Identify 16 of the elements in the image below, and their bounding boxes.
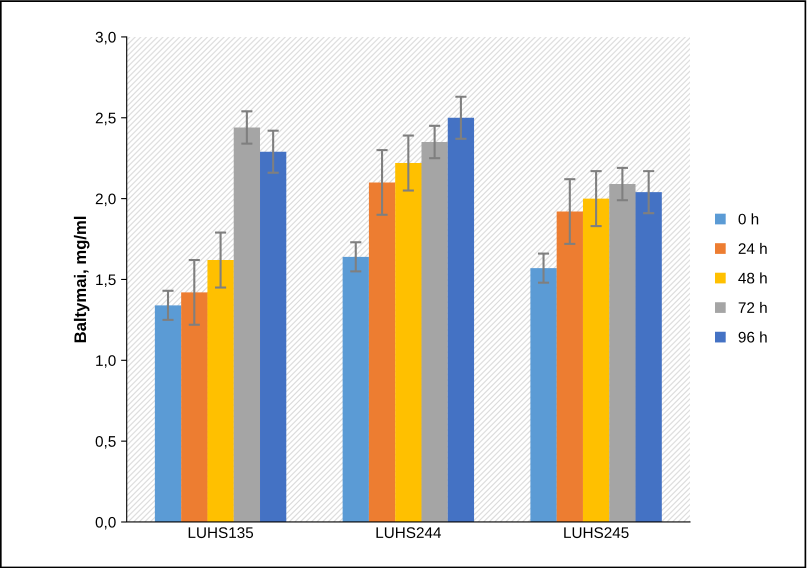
y-tick-label: 0,5	[96, 436, 116, 449]
y-tick-label: 2,0	[96, 193, 116, 206]
legend-label: 96 h	[738, 331, 767, 343]
legend-label: 0 h	[738, 213, 758, 225]
y-axis-title: Baltymai, mg/ml	[74, 216, 90, 342]
y-tick-label: 1,5	[96, 274, 116, 287]
legend-label: 72 h	[738, 302, 767, 313]
x-tick-label: LUHS244	[376, 527, 442, 538]
x-tick-label: LUHS245	[564, 527, 629, 538]
legend-label: 24 h	[738, 242, 767, 254]
x-tick-label: LUHS135	[188, 527, 254, 538]
y-tick-label: 3,0	[96, 32, 116, 44]
y-tick-label: 1,0	[96, 355, 116, 368]
y-tick-label: 0,0	[96, 516, 116, 530]
y-tick-label: 2,5	[96, 112, 116, 126]
legend-label: 48 h	[738, 272, 767, 284]
